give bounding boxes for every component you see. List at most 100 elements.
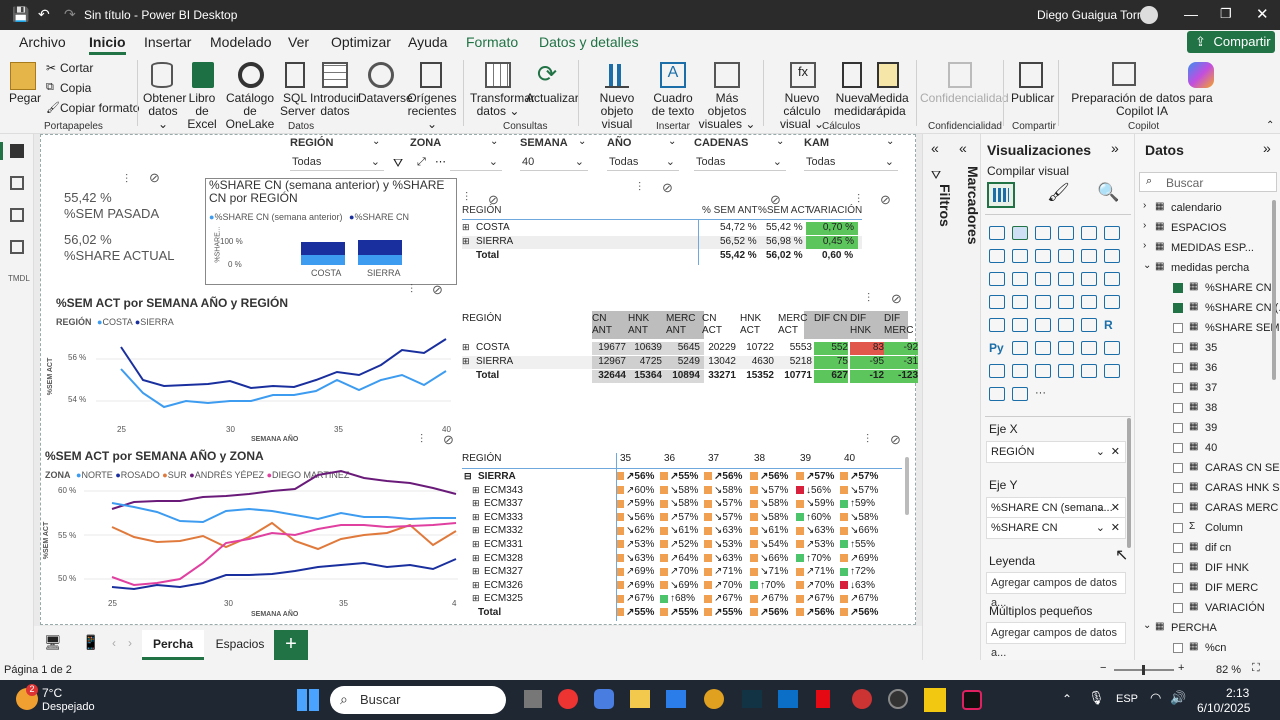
no-filter-icon[interactable]: ⊘: [770, 192, 781, 207]
app-icon[interactable]: [852, 689, 872, 709]
data-field[interactable]: ▦ 39: [1139, 420, 1273, 438]
maximize-icon[interactable]: ❐: [1220, 6, 1232, 21]
filter-icon[interactable]: ⛛: [931, 168, 942, 182]
line-diego[interactable]: [111, 522, 457, 587]
area-icon[interactable]: [1012, 249, 1028, 263]
column100-icon[interactable]: [1104, 226, 1120, 240]
stacked-area-icon[interactable]: [1035, 249, 1051, 263]
new-visual-button[interactable]: Nuevo objeto visual: [599, 91, 635, 131]
no-filter-icon[interactable]: ⊘: [890, 432, 901, 447]
tab-percha[interactable]: Percha: [142, 630, 204, 660]
menu-datos-detalles[interactable]: Datos y detalles: [539, 34, 639, 50]
matrix-row[interactable]: ⊞ ECM343 ↗60% ↘58% ↘58% ↘57% ↓56% ↘57%: [462, 485, 902, 498]
tab-espacios[interactable]: Espacios: [215, 637, 265, 651]
checkbox[interactable]: [1173, 383, 1183, 393]
arrows-icon[interactable]: [989, 387, 1005, 401]
donut-icon[interactable]: [1081, 272, 1097, 286]
drill-icon[interactable]: ⫶: [857, 192, 861, 206]
share-button[interactable]: ⇪ Compartir: [1187, 31, 1275, 53]
drill-icon[interactable]: ⫶: [465, 190, 469, 204]
expand-icon[interactable]: ⊞: [472, 484, 480, 495]
bar-costa-current[interactable]: [301, 242, 345, 265]
obs-icon[interactable]: [888, 689, 908, 709]
data-field[interactable]: ▦ %SHARE CN (...: [1139, 300, 1280, 318]
checkbox[interactable]: [1173, 283, 1183, 293]
chevron-down-icon[interactable]: ⌄: [1095, 522, 1105, 534]
powerbi-icon[interactable]: [924, 688, 946, 712]
map-icon[interactable]: [989, 295, 1005, 309]
slicer-semana[interactable]: 40 ⌄: [520, 155, 588, 171]
checkbox[interactable]: [1173, 463, 1183, 473]
copilot-summary-icon[interactable]: [1058, 364, 1074, 378]
matrix-row[interactable]: ⊞ ECM333 ↘56% ↗57% ↘57% ↘58% ↑60% ↘58%: [462, 512, 902, 525]
fit-page-icon[interactable]: ⛶: [1252, 662, 1260, 674]
chevron-right-icon[interactable]: ›: [1143, 220, 1147, 231]
close-icon[interactable]: ✕: [1256, 6, 1269, 23]
checkbox[interactable]: [1173, 603, 1183, 613]
build-visual-tab[interactable]: [987, 182, 1015, 208]
file-explorer-icon[interactable]: [630, 690, 650, 708]
bar-chart-share-region[interactable]: %SHARE CN (semana anterior) y %SHARE CN …: [205, 178, 457, 285]
enter-data-button[interactable]: Introducir datos: [310, 91, 361, 118]
x-axis-field[interactable]: REGIÓN ⌄ ✕: [986, 441, 1126, 463]
format-visual-icon[interactable]: 🖌: [1047, 182, 1070, 202]
ribbon-icon[interactable]: [1104, 249, 1120, 263]
media-icon[interactable]: [704, 689, 724, 709]
scatter-icon[interactable]: [1035, 272, 1051, 286]
mail-icon[interactable]: [778, 690, 798, 708]
matrix-row[interactable]: ⊞ ECM331 ↗53% ↗52% ↘53% ↘54% ↗53% ↑55%: [462, 539, 902, 552]
expand-icon[interactable]: ⊞: [462, 236, 470, 246]
mic-icon[interactable]: 🎙: [1088, 690, 1105, 705]
chevron-right-icon[interactable]: »: [1111, 140, 1119, 156]
viz-scrollbar[interactable]: [1127, 418, 1131, 548]
bar-sierra-prev[interactable]: [358, 255, 402, 265]
wifi-icon[interactable]: ◠: [1150, 690, 1162, 705]
table-row[interactable]: ⊞ SIERRA 56,52 % 56,98 % 0,45 %: [462, 236, 862, 249]
chevron-down-icon[interactable]: ⌄: [490, 136, 499, 147]
checkbox[interactable]: [1173, 583, 1183, 593]
menu-archivo[interactable]: Archivo: [19, 34, 66, 50]
slicer-region[interactable]: Todas ⌄: [290, 155, 384, 171]
slicer-zona[interactable]: ⌄: [450, 155, 502, 171]
add-page-button[interactable]: +: [274, 630, 308, 660]
power-automate-icon[interactable]: [1035, 364, 1051, 378]
matrix-row[interactable]: ⊞ ECM328 ↘63% ↗64% ↘63% ↘66% ↑70% ↗69%: [462, 553, 902, 566]
waterfall-icon[interactable]: [989, 272, 1005, 286]
checkbox[interactable]: [1173, 643, 1183, 653]
expand-icon[interactable]: ⊞: [462, 342, 470, 352]
checkbox[interactable]: [1173, 443, 1183, 453]
stacked-bar-icon[interactable]: [989, 226, 1005, 240]
line-cluster-icon[interactable]: [1081, 249, 1097, 263]
matrix-row[interactable]: ⊞ ECM332 ↘62% ↘61% ↘63% ↘61% ↘63% ↘66%: [462, 525, 902, 538]
checkbox[interactable]: [1173, 423, 1183, 433]
chevron-left-icon[interactable]: «: [931, 140, 939, 156]
chevron-down-icon[interactable]: ⌄: [886, 136, 895, 147]
decomposition-icon[interactable]: [1035, 341, 1051, 355]
no-filter-icon[interactable]: ⊘: [432, 282, 443, 297]
treemap-icon[interactable]: [1104, 272, 1120, 286]
chevron-right-icon[interactable]: ›: [1143, 240, 1147, 251]
kpi-icon[interactable]: [1012, 318, 1028, 332]
checkbox[interactable]: [1173, 483, 1183, 493]
matrix-row[interactable]: ⊞ ECM327 ↗69% ↗70% ↗71% ↘71% ↗71% ↑72%: [462, 566, 902, 579]
qa-icon[interactable]: [1058, 341, 1074, 355]
expand-icon[interactable]: ⊞: [472, 566, 480, 577]
data-field[interactable]: ▦ VARIACIÓN: [1139, 600, 1273, 618]
avatar[interactable]: [1140, 6, 1158, 24]
line-column-icon[interactable]: [1058, 249, 1074, 263]
paste-button[interactable]: Pegar: [9, 91, 42, 105]
matrix-row[interactable]: ⊞ ECM325 ↗67% ↑68% ↗67% ↗67% ↗67% ↗67%: [462, 593, 902, 606]
no-filter-icon[interactable]: ⊘: [443, 432, 454, 447]
chevron-right-icon[interactable]: »: [1263, 140, 1271, 156]
checkbox[interactable]: [1173, 303, 1183, 313]
transform-button[interactable]: Transformar datos ⌄: [470, 91, 535, 118]
quick-measure-button[interactable]: Medida rápida: [869, 91, 909, 118]
matrix-scrollbar[interactable]: [905, 457, 909, 515]
pie-icon[interactable]: [1058, 272, 1074, 286]
expand-icon[interactable]: ⊞: [472, 552, 480, 563]
data-table-percha[interactable]: ▦ PERCHA: [1139, 620, 1273, 638]
next-page-icon[interactable]: ›: [128, 636, 132, 650]
drill-icon[interactable]: ⫶: [125, 172, 129, 186]
checkbox[interactable]: [1173, 523, 1183, 533]
analytics-icon[interactable]: 🔍: [1097, 182, 1120, 202]
